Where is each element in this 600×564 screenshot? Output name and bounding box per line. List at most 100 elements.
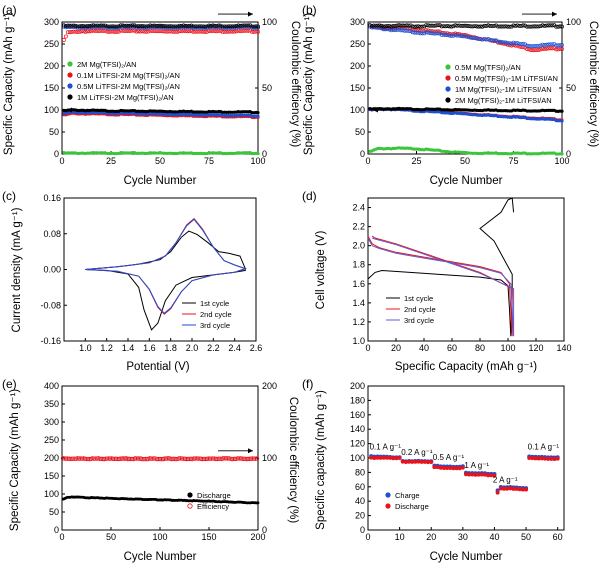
efficiency-point <box>550 23 555 28</box>
efficiency-point <box>538 43 543 48</box>
efficiency-point <box>482 37 487 41</box>
efficiency-point <box>183 23 188 28</box>
x-tick-label: 1.0 <box>79 343 92 353</box>
efficiency-point <box>144 24 149 29</box>
efficiency-point <box>399 23 403 28</box>
y2-tick-label: 50 <box>566 83 576 93</box>
efficiency-point <box>484 23 489 28</box>
x-axis-label: Cycle Number <box>124 551 197 563</box>
efficiency-point <box>422 29 427 33</box>
efficiency-point <box>554 43 559 48</box>
efficiency-point <box>105 25 110 30</box>
efficiency-point <box>93 29 98 33</box>
rate-point <box>454 466 459 471</box>
efficiency-point <box>468 35 473 40</box>
efficiency-point <box>214 23 219 28</box>
rate-point <box>495 490 500 495</box>
efficiency-point <box>124 23 129 28</box>
efficiency-point <box>221 456 226 461</box>
efficiency-point <box>199 29 204 34</box>
efficiency-point <box>193 24 198 29</box>
rate-point <box>511 486 516 491</box>
efficiency-point <box>81 24 86 29</box>
efficiency-point <box>248 456 254 461</box>
y2-tick-label: 50 <box>262 83 272 93</box>
efficiency-point <box>116 29 121 34</box>
efficiency-point <box>375 23 380 28</box>
x-tick-label: 20 <box>426 532 436 542</box>
efficiency-point <box>538 24 543 28</box>
rate-label: 0.5 A g⁻¹ <box>433 453 465 462</box>
efficiency-point <box>232 456 238 462</box>
rate-point <box>505 486 510 491</box>
y-tick-label: 100 <box>44 489 59 499</box>
legend-marker <box>445 75 451 81</box>
efficiency-point <box>90 456 95 461</box>
efficiency-point <box>505 41 510 45</box>
efficiency-point <box>111 25 115 30</box>
y-tick-label: 1.0 <box>352 336 365 346</box>
efficiency-point <box>197 24 202 29</box>
efficiency-point <box>134 29 139 34</box>
efficiency-point <box>464 23 469 28</box>
efficiency-point <box>430 29 434 34</box>
cv-curve <box>85 230 246 331</box>
efficiency-point <box>251 456 257 461</box>
efficiency-point <box>459 23 464 28</box>
efficiency-point <box>243 456 248 461</box>
efficiency-point <box>85 24 90 28</box>
efficiency-point <box>418 31 423 36</box>
efficiency-point <box>171 456 176 461</box>
efficiency-point <box>236 24 241 29</box>
efficiency-point <box>111 29 115 34</box>
y-tick-label: 350 <box>44 399 59 409</box>
efficiency-point <box>215 456 220 462</box>
efficiency-point <box>79 24 84 28</box>
efficiency-point <box>140 29 145 34</box>
efficiency-point <box>189 24 194 29</box>
efficiency-point <box>62 23 66 28</box>
efficiency-point <box>542 43 547 48</box>
efficiency-point <box>244 23 249 28</box>
efficiency-point <box>99 24 104 29</box>
efficiency-point <box>154 456 160 462</box>
rate-point <box>378 455 383 460</box>
efficiency-point <box>171 24 176 29</box>
efficiency-point <box>400 28 405 33</box>
efficiency-point <box>85 456 91 462</box>
rate-point <box>543 456 548 461</box>
rate-point <box>489 473 494 478</box>
rate-point <box>381 455 386 460</box>
x-tick-label: 0 <box>59 532 64 542</box>
rate-point <box>501 486 506 491</box>
efficiency-point <box>165 29 170 34</box>
efficiency-point <box>558 46 563 51</box>
efficiency-point <box>203 456 208 462</box>
panel-a: (a) Specific Capacity (mAh g⁻¹) Coulombi… <box>2 3 301 187</box>
efficiency-point <box>472 35 477 40</box>
efficiency-point <box>532 48 537 52</box>
legend-label: Discharge <box>197 491 231 500</box>
efficiency-point <box>490 38 495 43</box>
efficiency-point <box>207 28 211 33</box>
arrow-head <box>67 107 72 113</box>
efficiency-point <box>216 456 221 461</box>
efficiency-point <box>461 34 466 39</box>
efficiency-point <box>527 43 531 48</box>
efficiency-point <box>169 29 174 34</box>
efficiency-point <box>476 24 481 29</box>
y-tick-label: 0.08 <box>43 229 61 239</box>
efficiency-point <box>167 24 172 28</box>
capacity-point <box>560 109 564 113</box>
capacity-point <box>560 152 564 156</box>
y-axis-label: Current density (mA g⁻¹) <box>11 207 23 332</box>
efficiency-point <box>412 30 417 35</box>
efficiency-point <box>83 24 88 29</box>
efficiency-point <box>72 456 77 461</box>
efficiency-point <box>109 24 113 29</box>
y-tick-label: 2.0 <box>352 241 365 251</box>
efficiency-point <box>112 456 117 462</box>
efficiency-point <box>69 456 74 461</box>
legend-label: 1M Mg(TFSI)₂-1M LiTFSI/AN <box>455 85 552 94</box>
efficiency-point <box>542 47 547 52</box>
